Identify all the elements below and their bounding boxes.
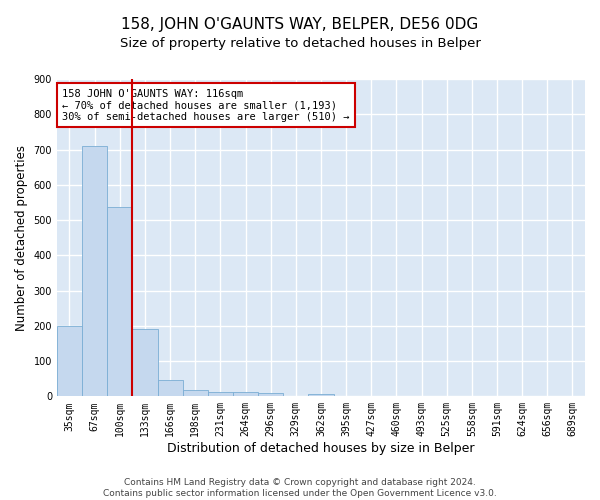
Text: Size of property relative to detached houses in Belper: Size of property relative to detached ho… xyxy=(119,38,481,51)
X-axis label: Distribution of detached houses by size in Belper: Distribution of detached houses by size … xyxy=(167,442,475,455)
Bar xyxy=(308,394,334,396)
Text: 158 JOHN O'GAUNTS WAY: 116sqm
← 70% of detached houses are smaller (1,193)
30% o: 158 JOHN O'GAUNTS WAY: 116sqm ← 70% of d… xyxy=(62,88,350,122)
Bar xyxy=(208,392,233,396)
Y-axis label: Number of detached properties: Number of detached properties xyxy=(15,144,28,330)
Bar xyxy=(182,390,208,396)
Text: Contains HM Land Registry data © Crown copyright and database right 2024.
Contai: Contains HM Land Registry data © Crown c… xyxy=(103,478,497,498)
Bar xyxy=(82,146,107,396)
Bar xyxy=(233,392,258,396)
Bar xyxy=(258,393,283,396)
Bar xyxy=(158,380,182,396)
Bar xyxy=(133,329,158,396)
Text: 158, JOHN O'GAUNTS WAY, BELPER, DE56 0DG: 158, JOHN O'GAUNTS WAY, BELPER, DE56 0DG xyxy=(121,18,479,32)
Bar xyxy=(57,326,82,396)
Bar xyxy=(107,206,133,396)
